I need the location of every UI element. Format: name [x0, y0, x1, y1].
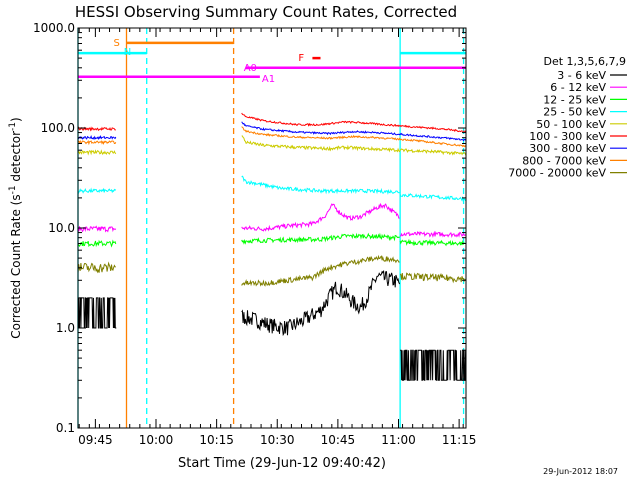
- chart-title: HESSI Observing Summary Count Rates, Cor…: [75, 3, 457, 21]
- legend-label: 300 - 800 keV: [529, 142, 606, 155]
- series-trace: [241, 270, 401, 337]
- series-trace: [241, 254, 400, 287]
- series-300-800keV: [77, 121, 467, 142]
- flag-label: A0: [244, 63, 257, 74]
- plot-data: SN F A0 A1: [77, 28, 467, 428]
- series-trace: [241, 126, 467, 148]
- series-25-50keV: [77, 175, 467, 202]
- series-trace: [399, 238, 466, 247]
- series-trace: [400, 272, 467, 284]
- y-label-part-3: ): [9, 117, 23, 122]
- series-trace: [77, 297, 117, 329]
- series-7000-20000keV: [77, 254, 467, 287]
- y-tick-label: 1.0: [56, 321, 75, 335]
- y-label-sup-2: -1: [8, 122, 18, 131]
- x-tick-label: 10:00: [139, 433, 174, 447]
- y-axis: 0.1 1.0 10.0 100.0 1000.0: [33, 21, 466, 435]
- legend-label: 25 - 50 keV: [543, 106, 606, 119]
- legend-label: 800 - 7000 keV: [522, 154, 606, 167]
- footer-timestamp: 29-Jun-2012 18:07: [543, 467, 618, 476]
- series-100-300keV: [77, 112, 467, 133]
- series-trace: [77, 139, 117, 146]
- legend-label: 12 - 25 keV: [543, 93, 606, 106]
- flag-label: S: [114, 38, 120, 49]
- x-axis: 09:45 10:00 10:15 10:30 10:45 11:00 11:15: [78, 28, 476, 447]
- legend-label: 6 - 12 keV: [550, 81, 606, 94]
- y-tick-label: 10.0: [48, 221, 75, 235]
- x-tick-label: 10:15: [199, 433, 234, 447]
- series-trace: [399, 230, 466, 239]
- series-trace: [77, 261, 116, 274]
- series-trace: [400, 349, 467, 381]
- series-trace: [77, 239, 117, 248]
- x-tick-label: 11:00: [381, 433, 416, 447]
- series-trace: [241, 112, 467, 133]
- x-tick-label: 10:30: [260, 433, 295, 447]
- flag-label: F: [298, 53, 304, 64]
- y-axis-label: Corrected Count Rate (s-1 detector-1): [8, 117, 23, 338]
- series-trace: [399, 193, 467, 202]
- series-trace: [77, 225, 117, 233]
- series-12-25keV: [77, 232, 466, 248]
- flag-label: A1: [262, 74, 275, 85]
- series-trace: [241, 232, 400, 245]
- series-trace: [77, 134, 117, 141]
- series-50-100keV: [77, 135, 467, 156]
- flag-bars: SN F A0 A1: [78, 38, 466, 85]
- legend-label: 7000 - 20000 keV: [508, 167, 606, 180]
- y-tick-label: 100.0: [41, 121, 75, 135]
- series-3-6keV: [77, 270, 467, 381]
- legend-label: 100 - 300 keV: [529, 130, 606, 143]
- series-6-12keV: [77, 202, 466, 239]
- x-tick-label: 11:15: [442, 433, 477, 447]
- series-trace: [241, 202, 400, 232]
- series-trace: [241, 121, 467, 142]
- series-lines: [77, 112, 467, 381]
- series-trace: [77, 187, 117, 194]
- legend-label: 3 - 6 keV: [557, 69, 606, 82]
- flag-label: N: [124, 47, 131, 58]
- series-800-7000keV: [77, 126, 467, 148]
- series-trace: [241, 175, 400, 195]
- legend-title: Det 1,3,5,6,7,9: [543, 55, 626, 68]
- series-trace: [77, 149, 117, 156]
- x-tick-label: 09:45: [78, 433, 113, 447]
- y-label-part-1: Corrected Count Rate (s: [9, 194, 23, 338]
- y-label-part-2: detector: [9, 131, 23, 186]
- y-label-sup-1: -1: [8, 185, 18, 194]
- x-tick-label: 10:45: [321, 433, 356, 447]
- legend-label: 50 - 100 keV: [536, 118, 606, 131]
- y-tick-label: 1000.0: [33, 21, 75, 35]
- y-tick-label: 0.1: [56, 421, 75, 435]
- x-axis-label: Start Time (29-Jun-12 09:40:42): [178, 456, 386, 471]
- series-trace: [241, 135, 467, 156]
